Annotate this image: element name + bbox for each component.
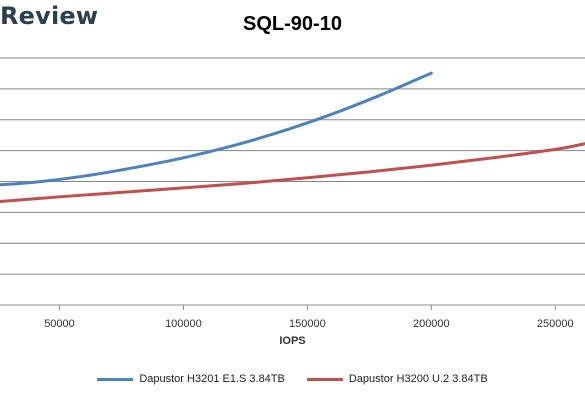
x-tick-label: 150000 xyxy=(289,318,326,330)
x-tick-label: 100000 xyxy=(165,318,202,330)
legend-item-h3200: Dapustor H3200 U.2 3.84TB xyxy=(306,373,488,385)
legend-label-h3201: Dapustor H3201 E1.S 3.84TB xyxy=(139,373,285,385)
legend-swatch-h3201 xyxy=(97,377,134,381)
x-axis-title: IOPS xyxy=(279,335,306,347)
legend-swatch-h3200 xyxy=(306,377,343,381)
brand-logo: Review xyxy=(0,2,99,30)
series-line-h3201 xyxy=(0,71,433,187)
legend-item-h3201: Dapustor H3201 E1.S 3.84TB xyxy=(97,373,285,385)
legend-label-h3200: Dapustor H3200 U.2 3.84TB xyxy=(348,373,488,385)
series-line-h3200 xyxy=(0,142,585,204)
x-tick-label: 250000 xyxy=(537,318,574,330)
x-tick-label: 50000 xyxy=(44,318,75,330)
x-tick-label: 200000 xyxy=(413,318,450,330)
legend: Dapustor H3201 E1.S 3.84TB Dapustor H320… xyxy=(0,373,585,385)
chart-title: SQL-90-10 xyxy=(243,13,342,35)
